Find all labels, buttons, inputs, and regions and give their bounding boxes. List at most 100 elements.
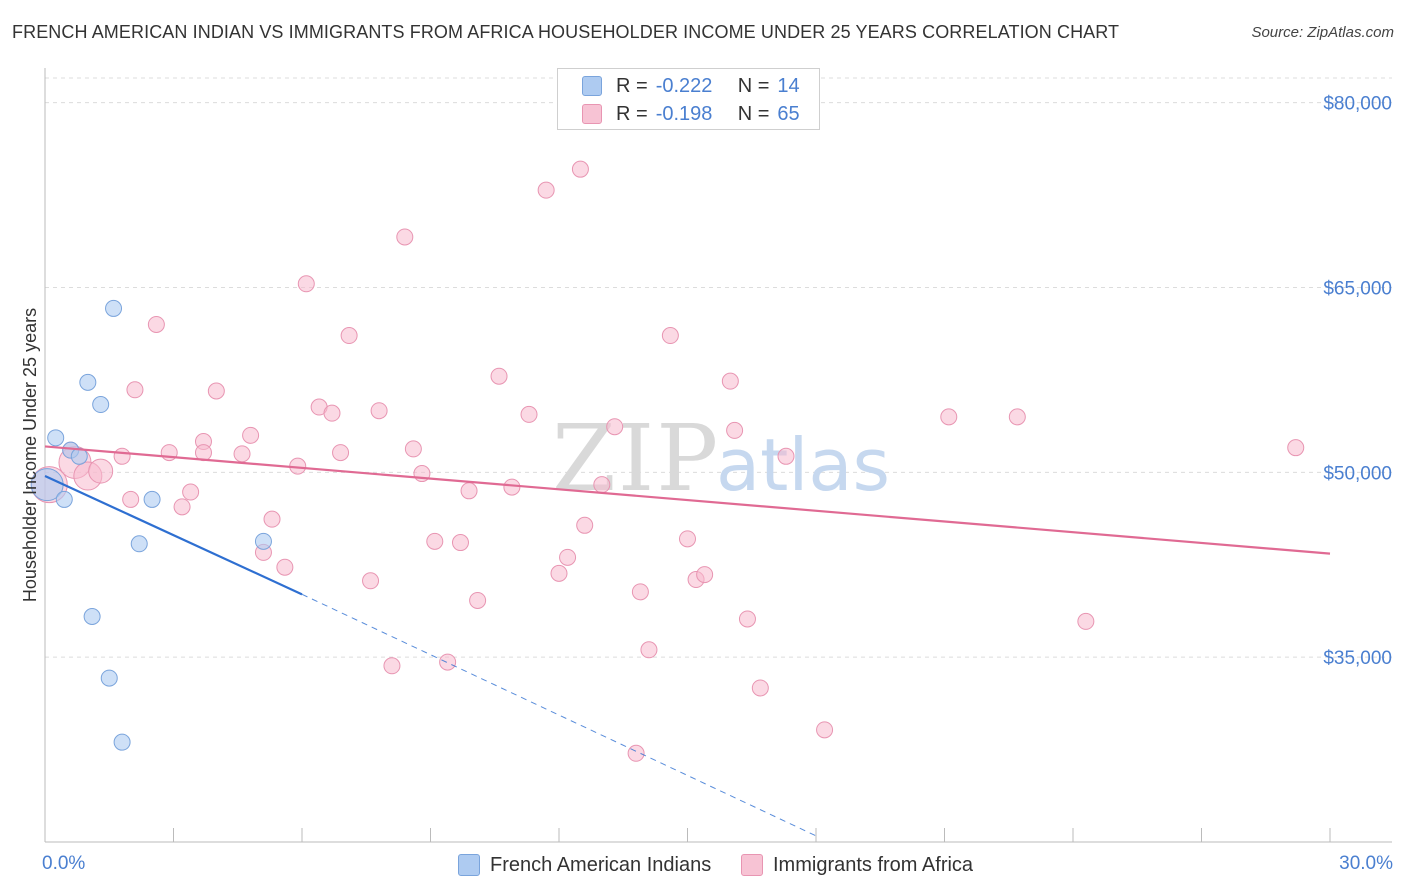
point-immigrants-africa — [503, 478, 521, 496]
source-label: Source: ZipAtlas.com — [1251, 24, 1394, 41]
point-immigrants-africa — [396, 228, 414, 246]
point-immigrants-africa — [679, 530, 696, 548]
x-tick-label: 0.0% — [42, 853, 85, 874]
point-french-american-indians — [130, 535, 148, 553]
y-tick-label: $35,000 — [1323, 648, 1392, 669]
point-immigrants-africa — [738, 610, 756, 628]
point-french-american-indians — [254, 532, 272, 550]
legend-r-label: R = — [616, 102, 648, 125]
point-immigrants-africa — [627, 744, 645, 762]
bottom-legend-label: Immigrants from Africa — [773, 853, 974, 876]
point-immigrants-africa — [940, 408, 958, 426]
point-immigrants-africa — [661, 327, 679, 345]
legend-r-label: R = — [616, 74, 648, 97]
point-french-american-indians — [143, 490, 161, 508]
point-immigrants-africa — [439, 653, 457, 671]
point-immigrants-africa — [332, 444, 350, 462]
y-tick-label: $50,000 — [1323, 463, 1392, 484]
legend-n-label: N = — [737, 74, 770, 97]
point-immigrants-africa — [1077, 612, 1095, 630]
point-immigrants-africa — [404, 440, 422, 458]
trend-lines — [44, 445, 1331, 837]
legend-n-value: 14 — [777, 74, 800, 97]
legend-swatch-blue — [582, 76, 602, 96]
point-immigrants-africa — [593, 476, 611, 494]
bottom-legend-immigrants-africa: Immigrants from Africa — [741, 852, 973, 878]
watermark-zip: ZIP — [552, 405, 720, 512]
point-french-american-indians — [55, 490, 73, 508]
point-immigrants-africa — [113, 447, 131, 465]
point-immigrants-africa — [460, 482, 478, 500]
point-immigrants-africa — [571, 160, 589, 178]
series-french-american-indians-points — [30, 299, 272, 751]
point-immigrants-africa — [490, 367, 508, 385]
point-immigrants-africa — [576, 516, 594, 534]
point-immigrants-africa — [451, 534, 469, 552]
legend-r-value: -0.222 — [655, 74, 713, 97]
point-immigrants-africa — [721, 372, 739, 390]
legend-swatch-pink — [582, 104, 602, 124]
y-axis-label: Householder Income Under 25 years — [20, 308, 40, 602]
legend-row-immigrants-africa: R = -0.198 N = 65 — [582, 101, 800, 127]
y-tick-label: $65,000 — [1323, 278, 1392, 299]
point-immigrants-africa — [147, 315, 165, 333]
legend-r-value: -0.198 — [655, 102, 713, 125]
point-immigrants-africa — [370, 402, 388, 420]
point-immigrants-africa — [777, 447, 795, 465]
point-immigrants-africa — [520, 405, 538, 423]
point-immigrants-africa — [173, 498, 191, 516]
point-immigrants-africa — [340, 327, 358, 345]
legend-row-french-american-indians: R = -0.222 N = 14 — [582, 73, 800, 99]
point-french-american-indians — [92, 396, 110, 414]
point-immigrants-africa — [362, 572, 380, 590]
trend-line-french-american-indians — [44, 475, 303, 596]
point-immigrants-africa — [233, 445, 251, 463]
legend-n-value: 65 — [777, 102, 800, 125]
point-immigrants-africa — [816, 721, 834, 739]
point-immigrants-africa — [126, 381, 144, 399]
point-immigrants-africa — [696, 566, 714, 584]
grid-lines — [45, 77, 1392, 658]
axis-ticks: $35,000 $50,000 $65,000 $80,000 0.0% 30.0% — [42, 94, 1393, 874]
point-immigrants-africa — [242, 426, 260, 444]
point-french-american-indians — [83, 607, 101, 625]
y-tick-label: $80,000 — [1323, 94, 1392, 115]
point-french-american-indians — [113, 733, 131, 751]
chart-title: FRENCH AMERICAN INDIAN VS IMMIGRANTS FRO… — [12, 22, 1120, 42]
point-immigrants-africa — [1287, 439, 1305, 457]
point-immigrants-africa — [263, 510, 281, 528]
point-immigrants-africa — [726, 421, 744, 439]
trend-line-extension-french-american-indians — [301, 593, 817, 837]
point-french-american-indians — [100, 669, 118, 687]
point-immigrants-africa — [323, 404, 341, 422]
point-immigrants-africa — [469, 591, 487, 609]
point-immigrants-africa — [606, 418, 624, 436]
correlation-legend: R = -0.222 N = 14 R = -0.198 N = 65 — [557, 68, 820, 130]
point-french-american-indians — [105, 299, 123, 317]
point-immigrants-africa — [1008, 408, 1026, 426]
bottom-legend-french-american-indians: French American Indians — [458, 852, 711, 878]
point-immigrants-africa — [559, 548, 577, 566]
point-immigrants-africa — [550, 564, 568, 582]
point-immigrants-africa — [297, 275, 315, 293]
bottom-legend-swatch-blue — [458, 854, 480, 876]
point-immigrants-africa — [122, 490, 140, 508]
point-immigrants-africa — [383, 657, 401, 675]
point-french-american-indians — [47, 429, 65, 447]
point-immigrants-africa — [426, 532, 444, 550]
point-immigrants-africa — [276, 558, 294, 576]
point-immigrants-africa — [182, 483, 200, 501]
point-french-american-indians — [79, 373, 97, 391]
x-tick-label: 30.0% — [1339, 853, 1393, 874]
point-immigrants-africa — [751, 679, 769, 697]
point-immigrants-africa — [631, 583, 649, 601]
bottom-legend-swatch-pink — [741, 854, 763, 876]
watermark-atlas: atlas — [716, 423, 890, 507]
point-immigrants-africa — [640, 641, 658, 659]
trend-line-immigrants-africa — [44, 445, 1331, 555]
point-immigrants-africa — [207, 382, 225, 400]
legend-n-label: N = — [737, 102, 770, 125]
axes — [44, 68, 1392, 843]
point-immigrants-africa — [537, 181, 555, 199]
